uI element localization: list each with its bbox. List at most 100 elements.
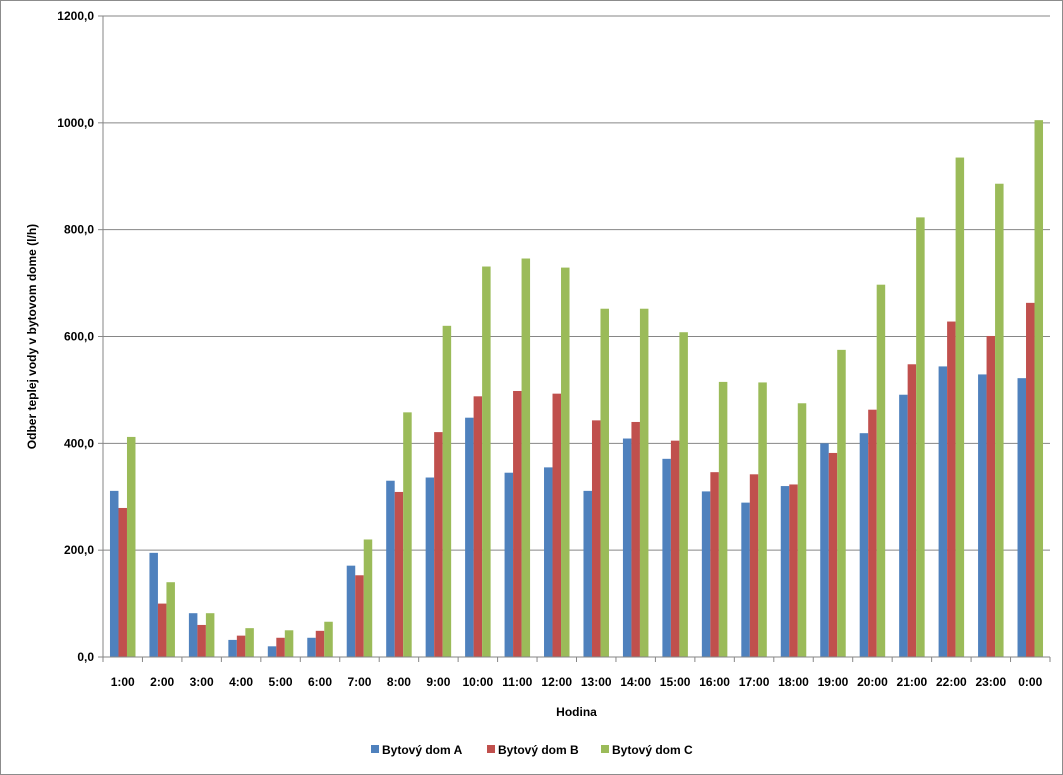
y-tick-label: 400,0 — [64, 436, 94, 450]
bar — [442, 325, 452, 657]
x-tick-label: 21:00 — [897, 675, 928, 689]
x-axis-title: Hodina — [556, 705, 597, 719]
legend-swatch — [601, 745, 609, 753]
bar — [236, 635, 246, 657]
legend-label: Bytový dom A — [382, 743, 463, 757]
x-tick-label: 6:00 — [308, 675, 332, 689]
x-tick-label: 22:00 — [936, 675, 967, 689]
bar — [789, 484, 798, 657]
y-tick-label: 0,0 — [77, 650, 94, 664]
bar — [157, 603, 167, 657]
bar — [363, 539, 373, 657]
y-tick-labels: 0,0 200,0 400,0 600,0 800,0 1000,0 1200,0 — [57, 9, 94, 664]
bar — [947, 321, 956, 657]
bar — [403, 412, 412, 657]
bar — [955, 157, 965, 657]
bar — [978, 374, 987, 657]
x-tick-label: 9:00 — [426, 675, 450, 689]
x-tick-label: 5:00 — [269, 675, 293, 689]
bar — [741, 502, 750, 657]
bar — [907, 364, 917, 657]
bar — [284, 630, 294, 657]
x-tick-label: 19:00 — [818, 675, 849, 689]
bar — [780, 486, 790, 657]
x-tick-label: 13:00 — [581, 675, 612, 689]
x-tick-label: 2:00 — [150, 675, 174, 689]
bar — [188, 613, 198, 657]
bar — [718, 381, 728, 657]
x-tick-labels: 1:00 2:00 3:00 4:00 5:00 6:00 7:00 8:00 9:00 10:0… — [111, 675, 1043, 689]
y-tick-label: 1200,0 — [57, 9, 94, 23]
y-tick-label: 200,0 — [64, 543, 94, 557]
bar — [544, 467, 553, 657]
x-tick-label: 3:00 — [190, 675, 214, 689]
bar — [521, 258, 531, 657]
y-tick-label: 600,0 — [64, 330, 94, 344]
bar — [205, 613, 215, 657]
bar — [315, 630, 325, 657]
legend: Bytový dom A Bytový dom B Bytový dom C — [371, 743, 693, 757]
y-axis-title: Odber teplej vody v bytovom dome (l/h) — [25, 224, 39, 449]
bar — [504, 472, 514, 657]
bar — [679, 332, 688, 657]
bar — [859, 433, 869, 657]
bar — [837, 349, 846, 657]
bar — [639, 308, 649, 657]
bar — [938, 366, 948, 657]
bar — [828, 452, 838, 657]
bar — [670, 440, 680, 657]
bar — [149, 552, 158, 657]
bar — [749, 474, 759, 657]
bar — [197, 624, 206, 657]
bar — [394, 491, 404, 657]
bar — [583, 490, 592, 657]
bar — [591, 420, 601, 657]
bar — [876, 284, 886, 657]
bar — [434, 432, 443, 657]
bar — [710, 472, 719, 657]
bar — [307, 637, 316, 657]
x-tick-label: 17:00 — [739, 675, 770, 689]
bar — [797, 403, 807, 657]
x-tick-label: 8:00 — [387, 675, 411, 689]
bar — [1017, 378, 1027, 657]
bar — [1034, 120, 1044, 658]
bar — [126, 436, 136, 657]
x-tick-label: 14:00 — [620, 675, 651, 689]
bar — [386, 480, 395, 657]
bar — [986, 335, 996, 657]
bar — [600, 308, 609, 657]
bar — [276, 637, 285, 657]
bar — [425, 477, 435, 657]
bar — [166, 582, 175, 657]
bar — [552, 393, 562, 657]
bar — [820, 443, 829, 657]
x-tick-label: 7:00 — [347, 675, 371, 689]
legend-item: Bytový dom B — [487, 743, 579, 757]
x-tick-label: 20:00 — [857, 675, 888, 689]
x-tick-label: 1:00 — [111, 675, 135, 689]
bar — [701, 491, 711, 657]
bar — [899, 394, 908, 657]
x-tick-label: 0:00 — [1018, 675, 1042, 689]
axes — [102, 16, 1051, 662]
x-tick-label: 12:00 — [541, 675, 572, 689]
bar — [267, 646, 277, 657]
bar — [513, 390, 522, 657]
gridlines — [98, 15, 1050, 658]
legend-item: Bytový dom C — [601, 743, 693, 757]
x-tick-label: 16:00 — [699, 675, 730, 689]
x-tick-label: 4:00 — [229, 675, 253, 689]
bar — [228, 639, 237, 657]
x-tick-label: 23:00 — [975, 675, 1006, 689]
bar — [346, 565, 356, 657]
y-tick-label: 1000,0 — [57, 116, 94, 130]
bar — [916, 217, 925, 657]
x-tick-label: 15:00 — [660, 675, 691, 689]
bar — [118, 507, 127, 657]
legend-item: Bytový dom A — [371, 743, 463, 757]
bar — [324, 621, 333, 657]
bar — [631, 421, 640, 657]
